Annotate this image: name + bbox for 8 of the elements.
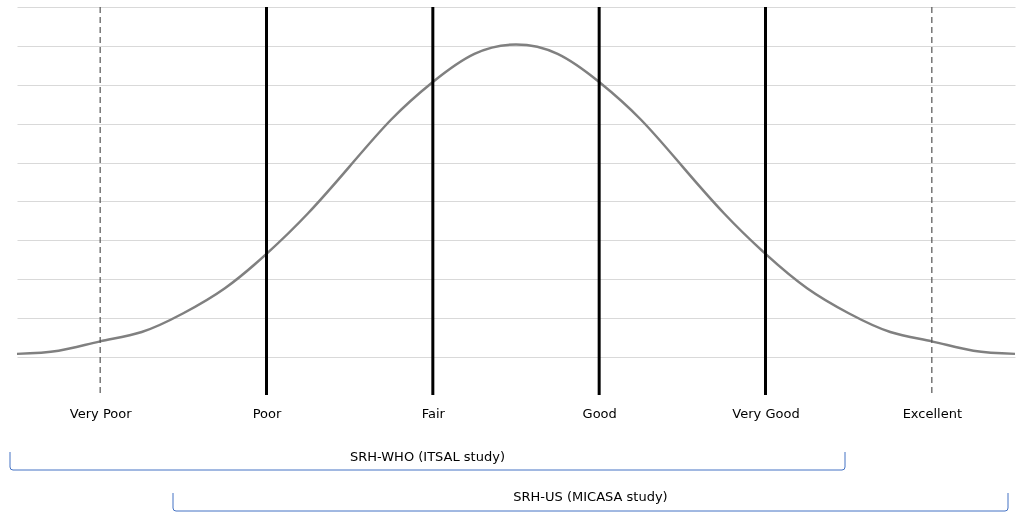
x-tick-label: Good: [582, 405, 617, 421]
x-tick-label: Poor: [252, 405, 282, 421]
x-tick-label: Very Good: [732, 405, 800, 421]
text: SRH-US (MICASA study): [513, 489, 668, 504]
x-tick-label: Fair: [421, 405, 446, 421]
x-tick-label: Excellent: [902, 405, 963, 421]
x-tick-label: Very Poor: [69, 405, 133, 421]
text: SRH-WHO (ITSAL study): [350, 449, 505, 464]
